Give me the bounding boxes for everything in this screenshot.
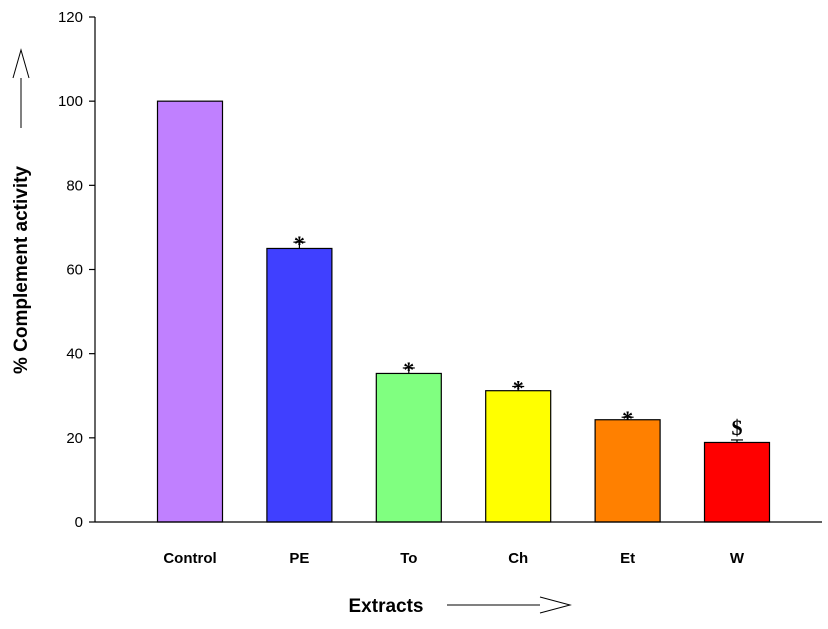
y-tick-label: 100 (58, 93, 83, 110)
bar-pe (266, 247, 333, 523)
x-axis-title: Extracts (349, 596, 424, 617)
bar-w (703, 441, 771, 523)
significance-marker: * (622, 406, 633, 431)
x-tick-label: Et (620, 550, 635, 567)
y-tick-label: 80 (66, 177, 83, 194)
bar-ch (485, 390, 552, 523)
y-axis-arrow (12, 48, 30, 128)
bar-et (594, 419, 661, 523)
y-axis-ticks: 0 20 40 60 80 100 120 (58, 9, 95, 531)
significance-marker: * (513, 375, 524, 400)
significance-marker: $ (732, 415, 743, 440)
x-axis-tick-labels: Control PE To Ch Et W (163, 550, 745, 567)
y-axis-title: % Complement activity (11, 166, 32, 374)
x-tick-label: PE (289, 550, 309, 567)
bars: * * * * $ (156, 100, 771, 523)
y-tick-label: 120 (58, 9, 83, 26)
significance-marker: * (294, 231, 305, 256)
bar-to (375, 372, 442, 523)
x-tick-label: W (730, 550, 745, 567)
y-tick-label: 20 (66, 430, 83, 447)
y-tick-label: 40 (66, 346, 83, 363)
y-tick-label: 60 (66, 262, 83, 279)
y-tick-label: 0 (75, 514, 83, 531)
x-tick-label: To (400, 550, 417, 567)
significance-marker: * (403, 357, 414, 382)
x-tick-label: Ch (508, 550, 528, 567)
x-axis-arrow (447, 596, 572, 614)
x-tick-label: Control (163, 550, 216, 567)
bar-control (156, 100, 224, 523)
